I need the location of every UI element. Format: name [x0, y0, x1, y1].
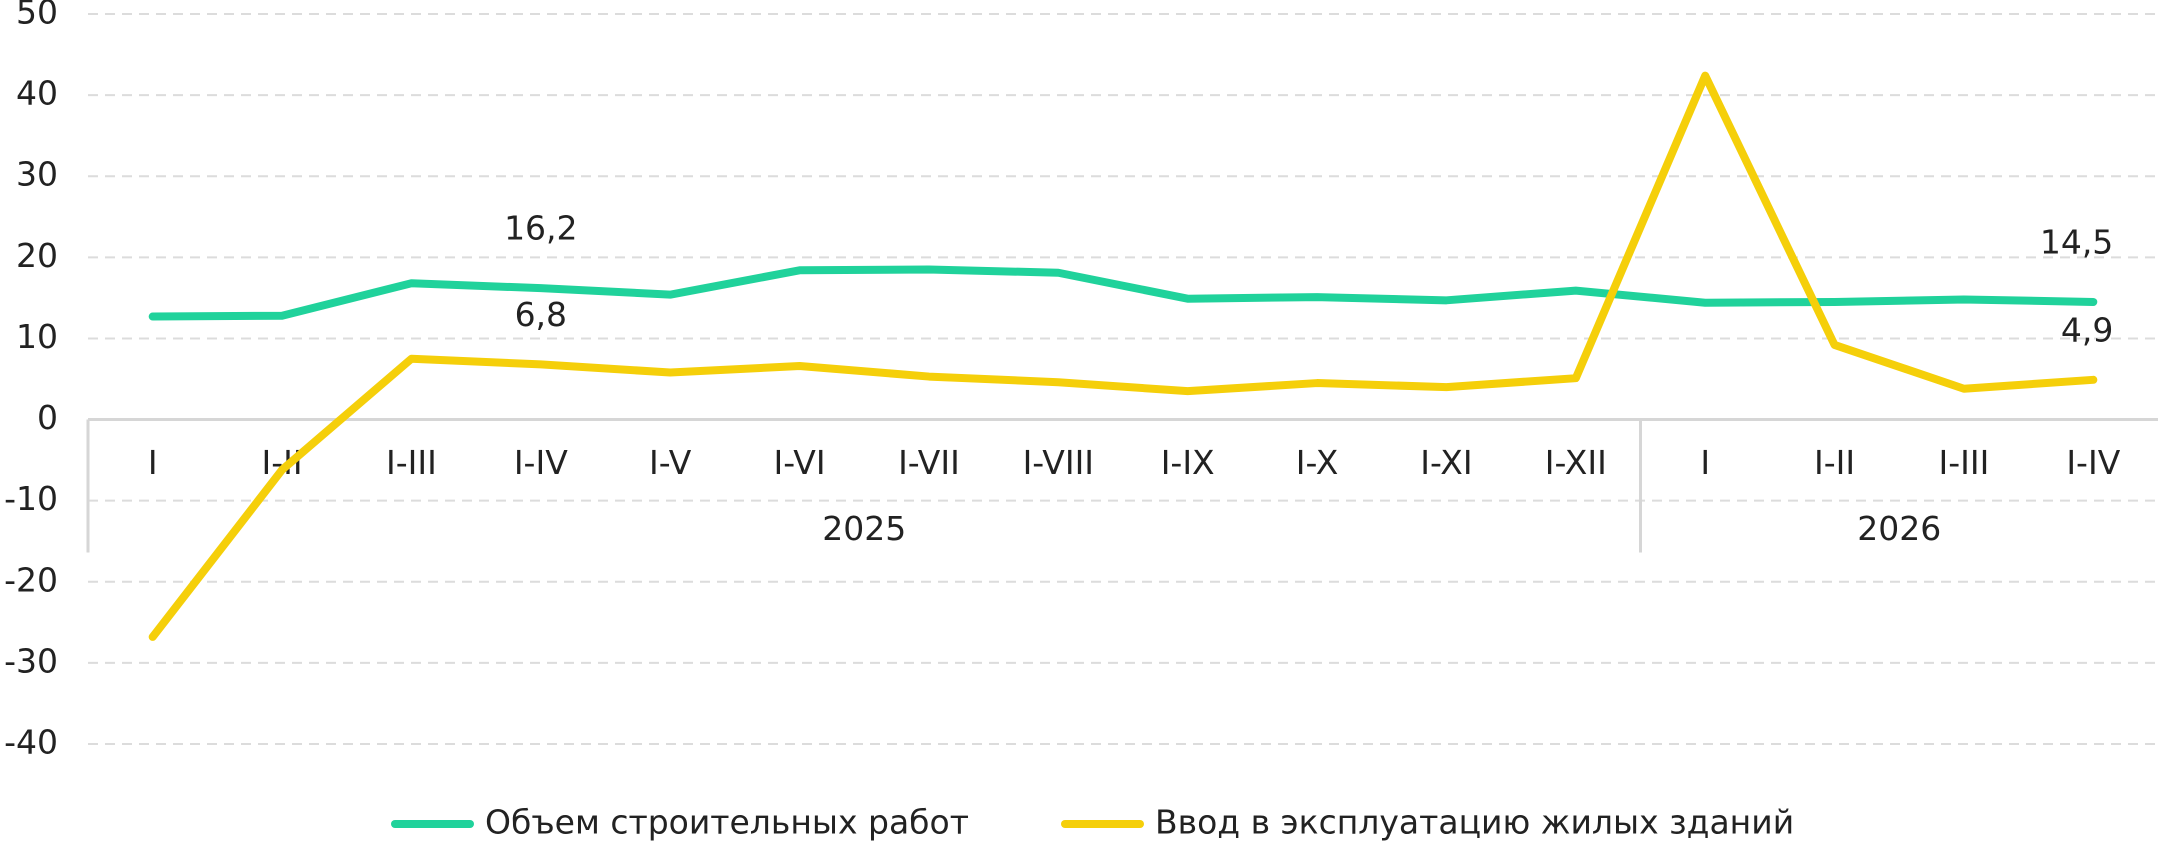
x-tick-label: I-IV	[2066, 443, 2120, 482]
y-tick-label: -40	[4, 723, 58, 762]
x-tick-label: I	[1700, 443, 1710, 482]
legend-label: Ввод в эксплуатацию жилых зданий	[1155, 803, 1794, 841]
x-tick-label: I-IV	[514, 443, 568, 482]
x-tick-label: I-XI	[1420, 443, 1472, 482]
series-line	[148, 265, 2098, 321]
data-label: 6,8	[515, 295, 567, 334]
x-tick-label: I	[148, 443, 158, 482]
y-tick-label: -30	[4, 641, 58, 680]
y-tick-label: 0	[37, 398, 58, 437]
x-tick-label: I-II	[1814, 443, 1855, 482]
x-group-label: 2025	[822, 509, 906, 548]
x-tick-label: I-III	[1939, 443, 1990, 482]
x-tick-label: I-V	[649, 443, 692, 482]
x-tick-label: I-VI	[774, 443, 826, 482]
x-tick-label: I-VII	[898, 443, 960, 482]
data-label: 14,5	[2040, 222, 2113, 261]
x-tick-label: I-XII	[1545, 443, 1607, 482]
x-tick-label: I-IX	[1161, 443, 1215, 482]
y-tick-label: 20	[16, 236, 58, 275]
x-tick-label: I-X	[1296, 443, 1339, 482]
x-group-label: 2026	[1857, 509, 1941, 548]
data-label: 4,9	[2061, 310, 2113, 349]
y-tick-label: 50	[16, 0, 58, 32]
y-tick-label: -10	[4, 479, 58, 518]
y-tick-label: 10	[16, 317, 58, 356]
y-tick-label: -20	[4, 560, 58, 599]
data-label: 16,2	[504, 209, 577, 248]
series-line	[148, 71, 2098, 641]
y-tick-label: 40	[16, 74, 58, 113]
x-tick-label: I-VIII	[1023, 443, 1094, 482]
x-tick-label: I-III	[386, 443, 437, 482]
legend-label: Объем строительных работ	[485, 803, 969, 841]
y-tick-label: 30	[16, 155, 58, 194]
